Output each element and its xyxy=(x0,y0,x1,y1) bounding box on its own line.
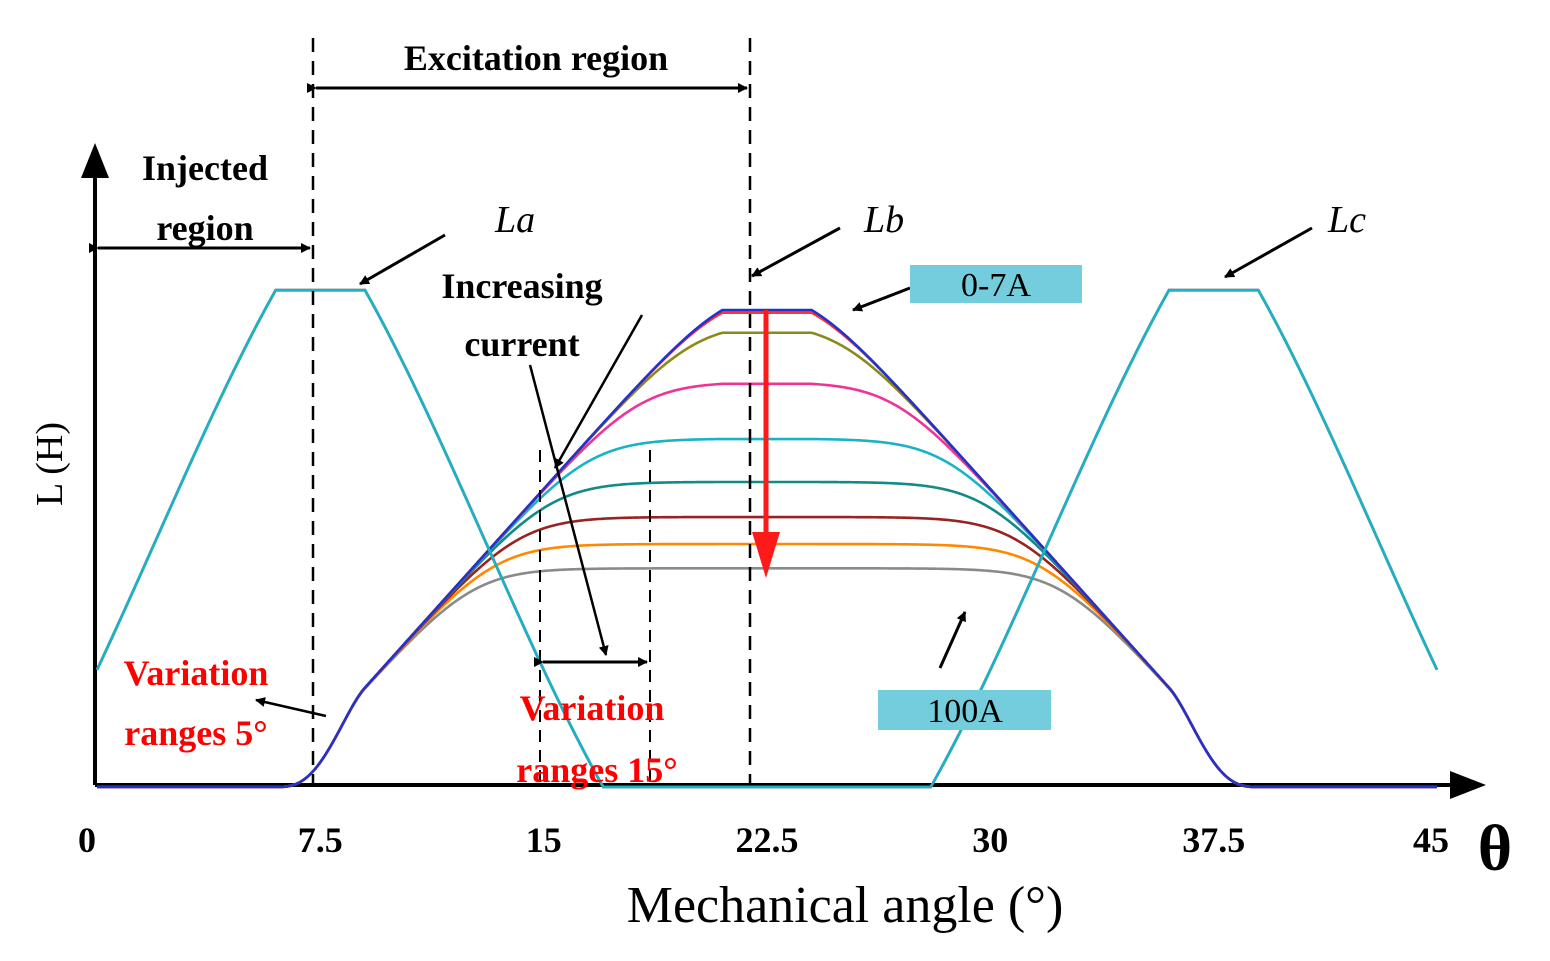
lb-pointer xyxy=(751,226,841,278)
phase-curve-lc xyxy=(95,288,1439,789)
x-tick-label-4: 30 xyxy=(972,820,1008,860)
x-tick-label-2: 15 xyxy=(526,820,562,860)
high-current-box xyxy=(878,690,1051,730)
red-arrow-head xyxy=(752,532,780,578)
current-boxes: 0-7A 100A xyxy=(878,265,1082,730)
high-current-box-label: 100A xyxy=(927,693,1003,730)
increasing-label-2: current xyxy=(464,324,579,364)
x-tick-label-1: 7.5 xyxy=(298,820,343,860)
x-axis-arrowhead xyxy=(1450,771,1486,799)
la-label: La xyxy=(494,199,535,241)
lc-pointer xyxy=(1224,226,1313,279)
high-current-pointer xyxy=(938,611,967,669)
lb-series-7 xyxy=(97,542,1437,789)
low-current-pointer xyxy=(852,286,911,312)
y-axis-arrowhead xyxy=(81,143,109,178)
variation-5-label-2: ranges 5° xyxy=(124,713,267,753)
injected-region-label-2: region xyxy=(156,208,253,248)
variation-5-label-1: Variation xyxy=(124,653,269,693)
x-tick-labels: 0 7.5 15 22.5 30 37.5 45 xyxy=(78,820,1449,860)
lb-label: Lb xyxy=(863,199,904,241)
region-arrows xyxy=(89,83,748,667)
injected-region-label-1: Injected xyxy=(142,148,268,188)
axes xyxy=(81,143,1486,799)
lc-label: Lc xyxy=(1327,199,1366,241)
lb-series-8 xyxy=(97,567,1437,789)
region-boundaries xyxy=(311,38,752,785)
x-axis-label: Mechanical angle (°) xyxy=(627,877,1064,934)
low-current-box-label: 0-7A xyxy=(961,267,1031,304)
la-pointer xyxy=(359,233,446,286)
y-axis-label: L (H) xyxy=(29,422,71,506)
increasing-current-pointer-2 xyxy=(553,314,644,469)
pointer-arrows xyxy=(255,226,1313,718)
variation-15-label-2: ranges 15° xyxy=(516,750,677,790)
increasing-current-pointer xyxy=(528,364,609,656)
excitation-region-label: Excitation region xyxy=(404,38,668,78)
x-tick-label-6: 45 xyxy=(1413,820,1449,860)
low-current-box xyxy=(910,265,1082,303)
theta-symbol: θ xyxy=(1478,812,1512,885)
x-tick-label-5: 37.5 xyxy=(1182,820,1245,860)
variation-15-label-1: Variation xyxy=(520,688,665,728)
variation-5-pointer xyxy=(255,697,327,718)
labels: Excitation region Injected region La Lb … xyxy=(29,38,1512,934)
increasing-label-1: Increasing xyxy=(441,266,602,306)
x-tick-label-0: 0 xyxy=(78,820,96,860)
decreasing-peak-arrow xyxy=(752,310,780,578)
x-tick-label-3: 22.5 xyxy=(736,820,799,860)
